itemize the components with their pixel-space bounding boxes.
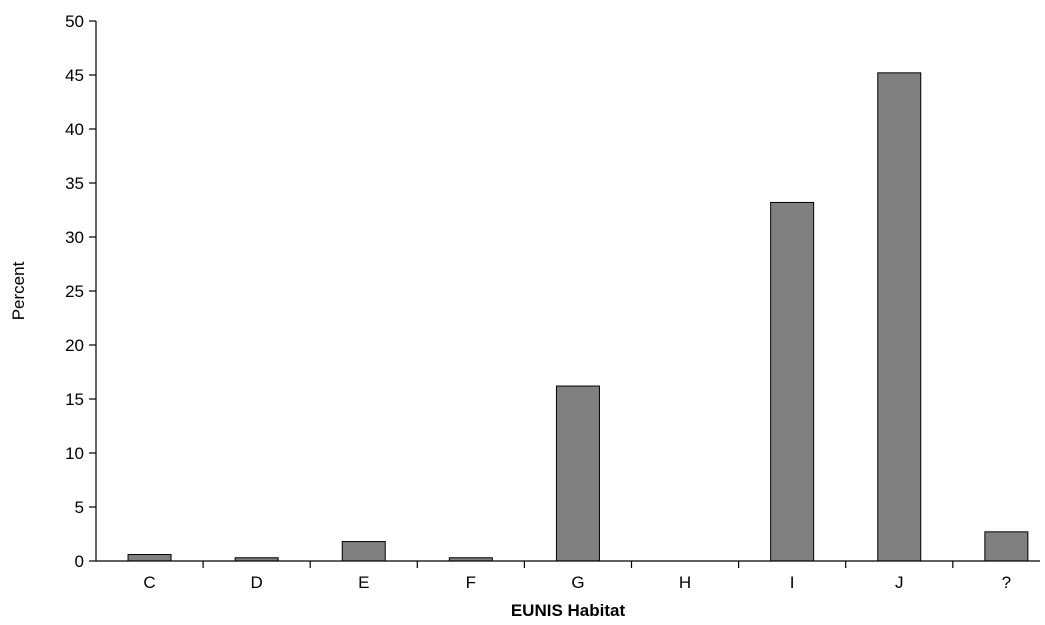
y-tick-label: 30 <box>65 228 84 247</box>
x-axis-title: EUNIS Habitat <box>511 601 626 620</box>
y-tick-label: 5 <box>75 498 84 517</box>
x-ticks-group: C D E F G H I J? <box>143 561 1011 592</box>
bar-e <box>341 541 386 562</box>
bars-group <box>127 72 1029 562</box>
x-tick-label: H <box>679 573 691 592</box>
x-tick-label: F <box>466 573 476 592</box>
bar-unknown <box>984 531 1029 562</box>
x-tick-label: ? <box>1002 573 1011 592</box>
y-tick-label: 45 <box>65 66 84 85</box>
y-axis-title: Percent <box>9 261 28 320</box>
bar-g <box>555 385 600 562</box>
y-tick-label: 40 <box>65 120 84 139</box>
x-tick-label: J <box>895 573 904 592</box>
x-tick-label: I <box>790 573 795 592</box>
bar-j <box>877 72 922 562</box>
y-tick-label: 15 <box>65 390 84 409</box>
y-tick-label: 0 <box>75 552 84 571</box>
y-tick-label: 50 <box>65 12 84 31</box>
bar-i <box>770 201 815 562</box>
x-tick-label: C <box>143 573 155 592</box>
y-tick-label: 35 <box>65 174 84 193</box>
y-tick-label: 20 <box>65 336 84 355</box>
y-tick-label: 10 <box>65 444 84 463</box>
x-tick-label: E <box>358 573 369 592</box>
x-tick-label: G <box>571 573 584 592</box>
bar-c <box>127 554 172 562</box>
y-tick-label: 25 <box>65 282 84 301</box>
x-tick-label: D <box>251 573 263 592</box>
y-ticks-group: 0 5 10 15 20 25 30 35 40 45 50 <box>65 12 96 571</box>
